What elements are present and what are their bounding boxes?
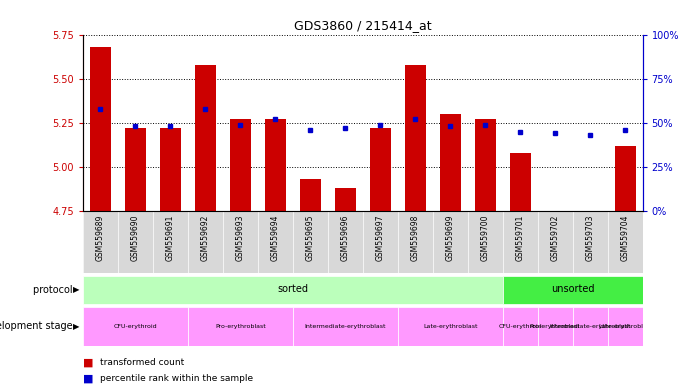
Title: GDS3860 / 215414_at: GDS3860 / 215414_at [294, 19, 432, 32]
Bar [615, 146, 636, 211]
Text: CFU-erythroid: CFU-erythroid [113, 324, 158, 329]
Text: GSM559693: GSM559693 [236, 214, 245, 261]
Text: transformed count: transformed count [100, 358, 184, 367]
Text: ■: ■ [83, 358, 93, 368]
Bar [293, 307, 398, 346]
Text: CFU-erythroid: CFU-erythroid [498, 324, 542, 329]
Text: protocol: protocol [33, 285, 76, 295]
Bar [188, 307, 293, 346]
Text: Late-erythroblast: Late-erythroblast [598, 324, 652, 329]
Bar [160, 128, 181, 211]
Text: GSM559696: GSM559696 [341, 214, 350, 261]
Text: GSM559695: GSM559695 [306, 214, 315, 261]
Bar [230, 119, 251, 211]
Bar [300, 179, 321, 211]
Bar [334, 188, 356, 211]
Bar [125, 128, 146, 211]
Text: Pro-erythroblast: Pro-erythroblast [530, 324, 580, 329]
Bar [607, 307, 643, 346]
Text: GSM559701: GSM559701 [515, 214, 524, 261]
Text: GSM559704: GSM559704 [621, 214, 630, 261]
Text: GSM559700: GSM559700 [481, 214, 490, 261]
Text: ■: ■ [83, 373, 93, 383]
Bar [503, 276, 643, 304]
Text: GSM559689: GSM559689 [96, 214, 105, 261]
Text: GSM559698: GSM559698 [410, 214, 419, 261]
Text: GSM559691: GSM559691 [166, 214, 175, 261]
Text: GSM559699: GSM559699 [446, 214, 455, 261]
Text: GSM559692: GSM559692 [201, 214, 210, 261]
Text: GSM559690: GSM559690 [131, 214, 140, 261]
Text: unsorted: unsorted [551, 284, 594, 294]
Bar [398, 307, 502, 346]
Bar [370, 128, 391, 211]
Text: sorted: sorted [277, 284, 308, 294]
Bar [83, 307, 188, 346]
Bar [265, 119, 286, 211]
Bar [90, 47, 111, 211]
Bar [573, 307, 607, 346]
Text: GSM559697: GSM559697 [376, 214, 385, 261]
Text: GSM559694: GSM559694 [271, 214, 280, 261]
Text: GSM559703: GSM559703 [586, 214, 595, 261]
Bar [510, 153, 531, 211]
Bar [475, 119, 495, 211]
Text: Pro-erythroblast: Pro-erythroblast [215, 324, 266, 329]
Bar [503, 307, 538, 346]
Text: Intermediate-erythroblast: Intermediate-erythroblast [549, 324, 631, 329]
Bar [439, 114, 461, 211]
Text: GSM559702: GSM559702 [551, 214, 560, 261]
Text: percentile rank within the sample: percentile rank within the sample [100, 374, 254, 383]
Text: ▶: ▶ [73, 285, 79, 295]
Text: Late-erythroblast: Late-erythroblast [423, 324, 477, 329]
Bar [195, 65, 216, 211]
Text: ▶: ▶ [73, 322, 79, 331]
Text: development stage: development stage [0, 321, 76, 331]
Text: Intermediate-erythroblast: Intermediate-erythroblast [305, 324, 386, 329]
Bar [538, 307, 573, 346]
Bar [405, 65, 426, 211]
Bar [83, 276, 503, 304]
